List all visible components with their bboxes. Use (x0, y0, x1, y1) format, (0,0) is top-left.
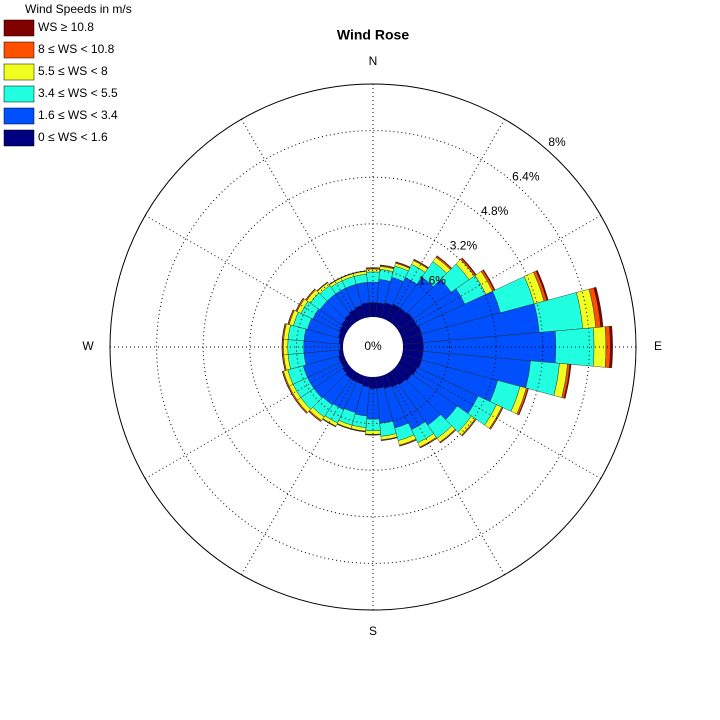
legend-swatch (3, 19, 35, 37)
r-tick-label: 0% (364, 339, 382, 353)
bar-segment (305, 288, 316, 301)
bar-segment (518, 388, 529, 416)
grid-ring (249, 223, 497, 471)
bar-segment (554, 327, 595, 367)
spoke (144, 361, 348, 479)
bar-segment (369, 376, 377, 389)
spoke (241, 372, 359, 576)
direction-label: W (82, 339, 94, 353)
bars (281, 255, 613, 449)
r-tick-label: 8% (548, 135, 566, 149)
bar-segment (281, 371, 289, 388)
legend-swatch (3, 85, 35, 103)
bar-segment (525, 360, 560, 396)
legend-label: 1.6 ≤ WS < 3.4 (38, 108, 118, 122)
bar-segment (365, 434, 381, 436)
bar-segment (316, 281, 328, 292)
bar-segment (281, 323, 286, 340)
bar-segment (563, 364, 572, 399)
legend-swatch (3, 107, 35, 125)
bar-segment (419, 437, 438, 449)
chart-title: Wind Rose (337, 27, 409, 43)
bar-segment (461, 418, 477, 437)
outer-ring (109, 83, 637, 611)
spoke (387, 372, 505, 576)
bar-segment (399, 439, 417, 447)
legend-label: 3.4 ≤ WS < 5.5 (38, 86, 118, 100)
r-tick-label: 6.4% (512, 169, 540, 183)
bar-segment (283, 338, 289, 356)
spoke (398, 215, 602, 333)
spoke (241, 118, 359, 322)
direction-label: S (369, 624, 377, 638)
bar-segment (490, 407, 504, 430)
legend-swatch (3, 129, 35, 147)
spoke (398, 361, 602, 479)
legend-label: 0 ≤ WS < 1.6 (38, 130, 108, 144)
bar-segment (287, 309, 294, 325)
spoke (387, 118, 505, 322)
r-tick-label: 3.2% (450, 239, 478, 253)
legend-label: WS ≥ 10.8 (38, 20, 94, 34)
legend-swatch (3, 63, 35, 81)
legend-swatch (3, 41, 35, 59)
center-hole (343, 317, 403, 377)
direction-label: E (654, 339, 662, 353)
bar-segment (439, 429, 457, 444)
direction-label: N (369, 54, 378, 68)
grid-ring (202, 176, 544, 518)
legend-label: 8 ≤ WS < 10.8 (38, 42, 115, 56)
spoke (144, 215, 348, 333)
grid-ring (295, 269, 451, 425)
legend-label: 5.5 ≤ WS < 8 (38, 64, 108, 78)
bar-segment (295, 297, 304, 312)
grid-ring (156, 130, 590, 564)
r-tick-label: 1.6% (419, 273, 447, 287)
legend-title: Wind Speeds in m/s (25, 2, 132, 16)
bar-segment (380, 437, 398, 441)
r-tick-label: 4.8% (481, 204, 509, 218)
